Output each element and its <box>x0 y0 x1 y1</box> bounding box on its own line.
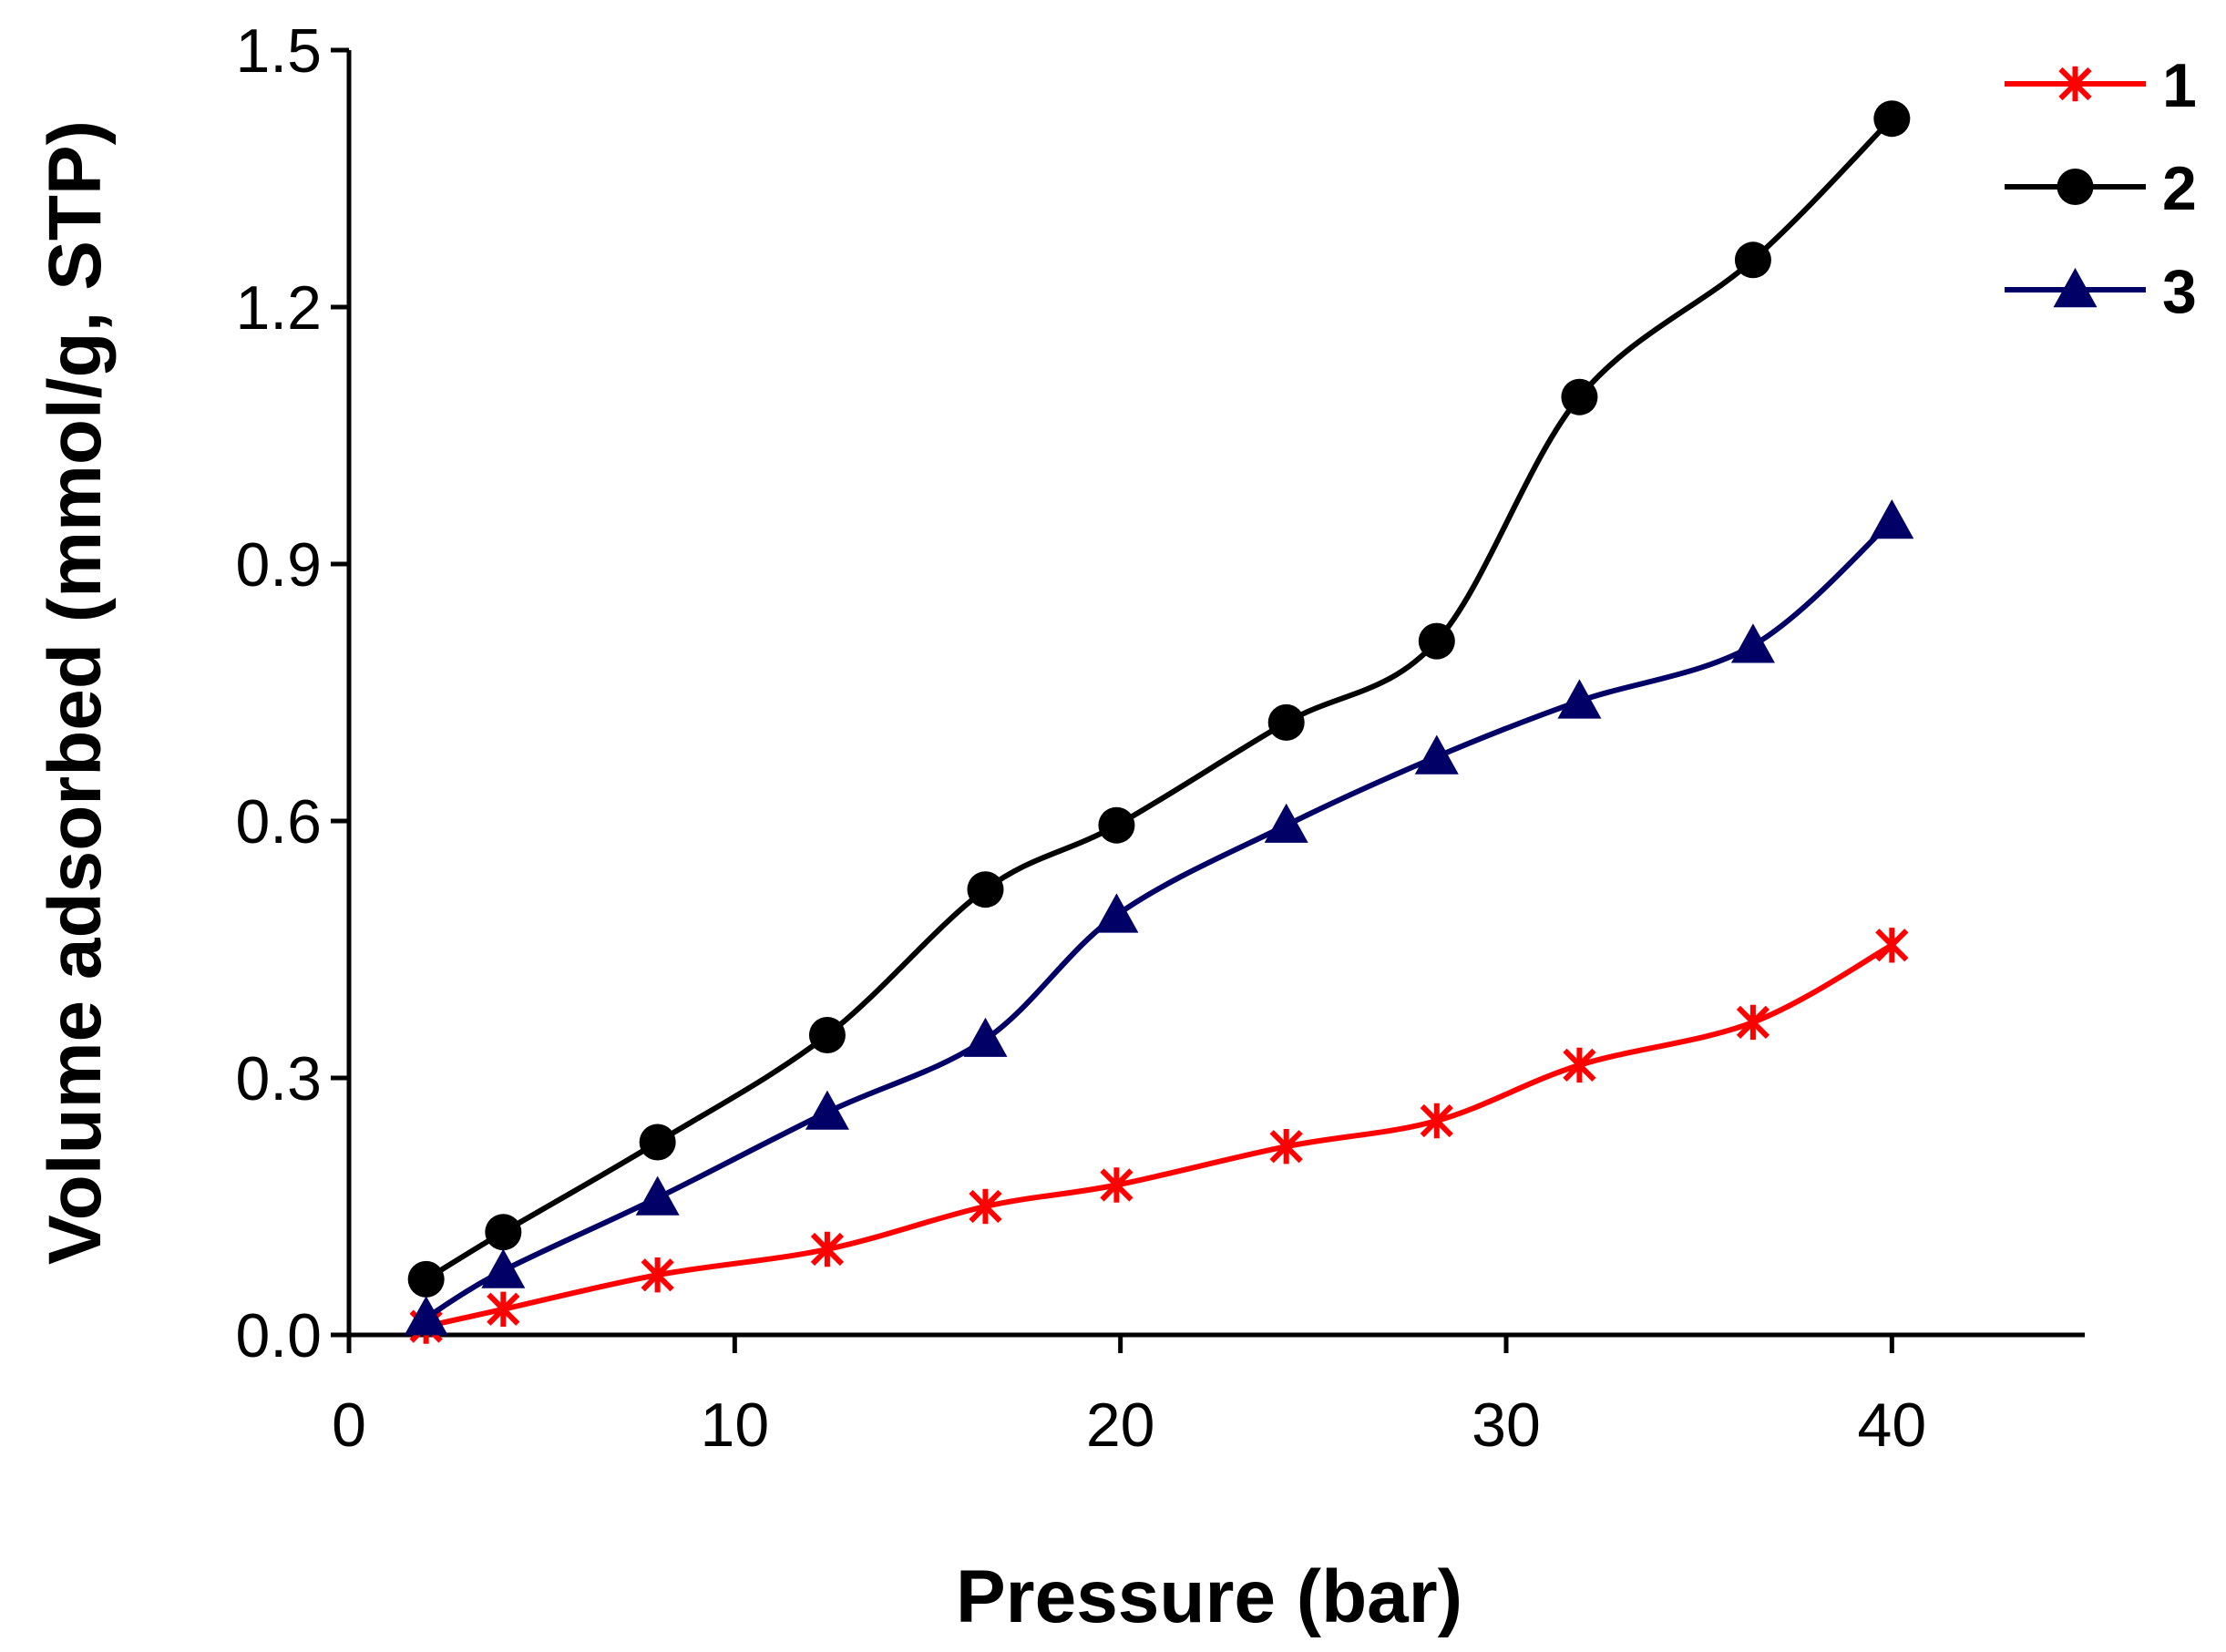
legend-label: 2 <box>2162 154 2197 223</box>
legend: 1 2 3 <box>2005 51 2197 326</box>
legend-marker <box>2053 268 2098 308</box>
series-1 <box>409 928 1909 1344</box>
x-axis-title: Pressure (bar) <box>956 1555 1462 1638</box>
data-point-2 <box>1098 806 1135 844</box>
x-tick-label: 40 <box>1858 1390 1927 1460</box>
data-point-3 <box>1730 623 1775 663</box>
series-layer <box>404 100 1914 1344</box>
data-point-1 <box>1420 1103 1453 1139</box>
data-point-1 <box>810 1231 845 1267</box>
data-point-2 <box>1561 378 1598 416</box>
data-point-3 <box>404 1296 448 1336</box>
legend-label: 3 <box>2162 257 2197 326</box>
data-point-1 <box>487 1291 520 1327</box>
data-point-3 <box>1414 734 1459 775</box>
series-2 <box>407 100 1911 1298</box>
x-tick-label: 10 <box>701 1390 770 1460</box>
data-point-1 <box>1100 1167 1134 1203</box>
x-tick-label: 30 <box>1472 1390 1541 1460</box>
data-point-2 <box>1267 703 1305 741</box>
series-line-2 <box>425 117 1894 1282</box>
data-point-1 <box>1875 928 1909 963</box>
y-tick-label: 1.5 <box>235 16 322 86</box>
data-point-2 <box>407 1260 445 1298</box>
data-point-2 <box>1418 622 1455 660</box>
data-point-3 <box>1094 893 1139 933</box>
data-point-3 <box>1557 679 1602 719</box>
data-point-2 <box>967 871 1004 908</box>
data-point-3 <box>805 1090 849 1130</box>
x-tick-label: 0 <box>332 1390 366 1460</box>
data-point-3 <box>1870 499 1914 539</box>
legend-entry-1: 1 <box>2005 51 2197 120</box>
y-tick-label: 1.2 <box>235 273 322 343</box>
legend-entry-3: 3 <box>2005 257 2197 326</box>
data-point-1 <box>1563 1047 1596 1083</box>
x-tick-label: 20 <box>1086 1390 1155 1460</box>
legend-marker <box>2058 66 2092 102</box>
y-axis-title: Volume adsorbed (mmol/g, STP) <box>34 120 117 1265</box>
series-line-1 <box>426 942 1893 1329</box>
y-tick-label: 0.9 <box>235 530 322 600</box>
data-point-2 <box>808 1017 846 1053</box>
y-tick-label: 0.3 <box>235 1044 322 1113</box>
data-point-2 <box>1734 241 1771 279</box>
data-point-3 <box>635 1175 680 1216</box>
axes <box>346 50 2085 1338</box>
data-point-2 <box>639 1124 676 1161</box>
legend-label: 1 <box>2162 51 2197 120</box>
data-point-1 <box>969 1188 1002 1225</box>
data-point-3 <box>1264 803 1308 843</box>
data-point-1 <box>1269 1129 1303 1165</box>
series-3 <box>404 499 1914 1336</box>
ticks: 0.0 0.3 0.6 0.9 1.2 1.5 0 10 20 30 40 <box>235 16 1926 1460</box>
data-point-2 <box>1873 100 1911 138</box>
legend-entry-2: 2 <box>2005 154 2197 223</box>
data-point-3 <box>481 1248 526 1288</box>
y-tick-label: 0.0 <box>235 1301 322 1370</box>
data-point-2 <box>485 1214 522 1251</box>
legend-marker <box>2057 169 2094 205</box>
data-point-1 <box>1736 1004 1770 1041</box>
data-point-3 <box>963 1017 1008 1057</box>
y-tick-label: 0.6 <box>235 787 322 857</box>
data-point-1 <box>641 1257 674 1293</box>
